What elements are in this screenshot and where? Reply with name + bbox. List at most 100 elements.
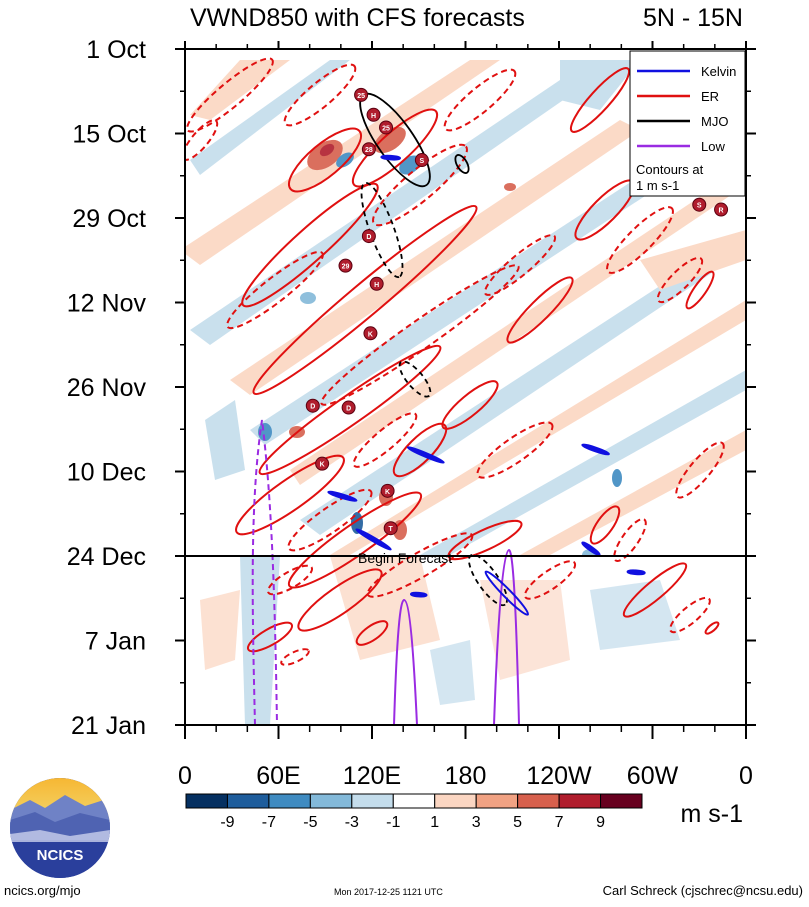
storm-marker-label: S xyxy=(420,158,425,165)
storm-marker-label: R xyxy=(762,264,767,271)
y-tick-label: 1 Oct xyxy=(86,36,146,64)
storm-marker: D xyxy=(361,229,376,244)
y-tick-label: 12 Nov xyxy=(67,290,147,318)
y-tick-label: 15 Oct xyxy=(72,121,146,149)
storm-marker-label: K xyxy=(368,331,373,338)
y-tick-label: 7 Jan xyxy=(85,628,146,656)
y-tick-label: 26 Nov xyxy=(67,374,147,402)
legend-note-line2: 1 m s-1 xyxy=(636,178,679,193)
y-tick-label: 24 Dec xyxy=(67,543,146,571)
y-tick-label: 21 Jan xyxy=(71,712,146,740)
y-tick-label: 29 Oct xyxy=(72,205,146,233)
storm-marker: H xyxy=(366,107,381,122)
legend-label: MJO xyxy=(701,114,728,129)
colorbar: -9 -7 -5 -3 -1 1 3 5 7 9 xyxy=(185,793,643,831)
footer-website[interactable]: ncics.org/mjo xyxy=(4,883,81,898)
storm-marker: 25 xyxy=(379,120,394,135)
x-tick-label: 0 xyxy=(178,762,192,790)
colorbar-swatch xyxy=(558,793,602,809)
ncics-logo: NCICS xyxy=(10,778,110,878)
colorbar-swatch xyxy=(185,793,228,809)
storm-marker-label: D xyxy=(366,234,371,241)
legend-label: Low xyxy=(701,139,725,154)
forecast-label: Begin Forecast xyxy=(358,550,452,566)
legend-note-line1: Contours at xyxy=(636,162,704,177)
low-contours xyxy=(393,548,520,725)
kelvin-contour xyxy=(626,569,646,576)
colorbar-unit: m s-1 xyxy=(681,800,744,828)
storm-marker-label: 25 xyxy=(357,93,365,100)
x-tick-label: 120E xyxy=(343,762,401,790)
kelvin-contour xyxy=(484,570,530,616)
colorbar-label: -5 xyxy=(303,814,317,831)
storm-marker: D xyxy=(305,398,320,413)
x-tick-label: 120W xyxy=(526,762,592,790)
storm-marker: 25 xyxy=(354,87,369,102)
kelvin-contour xyxy=(409,591,428,598)
low-contours-negative xyxy=(251,419,278,725)
logo-text: NCICS xyxy=(37,847,84,864)
colorbar-label: -3 xyxy=(345,814,359,831)
colorbar-label: -7 xyxy=(262,814,276,831)
storm-marker: K xyxy=(380,483,395,498)
storm-marker-label: S xyxy=(697,203,702,210)
x-tick-label: 0 xyxy=(739,762,753,790)
kelvin-contour xyxy=(327,490,358,502)
legend-label: Kelvin xyxy=(701,64,736,79)
storm-marker: R xyxy=(758,259,771,272)
kelvin-contour xyxy=(751,516,800,578)
y-tick-label: 10 Dec xyxy=(67,459,146,487)
storm-marker-label: T xyxy=(389,526,394,533)
kelvin-contour xyxy=(406,446,445,464)
legend: Kelvin ER MJO Low Contours at 1 m s-1 xyxy=(629,50,746,197)
colorbar-swatch xyxy=(434,793,477,809)
colorbar-swatch xyxy=(351,793,394,809)
kelvin-contour xyxy=(380,154,402,161)
storm-marker-label: 25 xyxy=(382,125,390,132)
x-axis: 0 60E 120E 180 120W 60W 0 xyxy=(178,41,753,790)
kelvin-contour xyxy=(581,443,610,456)
colorbar-label: 9 xyxy=(596,814,605,831)
storm-marker-label: 29 xyxy=(342,264,350,271)
storm-marker: K xyxy=(315,456,330,471)
colorbar-swatch xyxy=(475,793,519,809)
x-tick-label: 60E xyxy=(256,762,300,790)
storm-marker-label: K xyxy=(320,462,325,469)
colorbar-label: 3 xyxy=(472,814,481,831)
storm-marker: H xyxy=(369,276,384,291)
colorbar-swatch xyxy=(268,793,311,809)
storm-marker: T xyxy=(383,521,398,536)
colorbar-label: 1 xyxy=(430,814,439,831)
colorbar-label: 7 xyxy=(555,814,564,831)
storm-marker-label: H xyxy=(371,113,376,120)
colorbar-swatch xyxy=(226,793,270,809)
latitude-band-label: 5N - 15N xyxy=(643,4,743,32)
x-tick-label: 60W xyxy=(627,762,679,790)
storm-marker: S xyxy=(692,197,707,212)
storm-marker: S xyxy=(414,153,429,168)
legend-label: ER xyxy=(701,89,719,104)
colorbar-swatch xyxy=(392,793,436,809)
colorbar-swatch xyxy=(600,793,643,809)
kelvin-contours xyxy=(327,154,800,616)
colorbar-label: 5 xyxy=(513,814,522,831)
colorbar-label: -1 xyxy=(386,814,400,831)
storm-marker: R xyxy=(714,202,729,217)
chart-title: VWND850 with CFS forecasts xyxy=(190,4,525,32)
kelvin-contour xyxy=(355,528,392,551)
colorbar-swatch xyxy=(309,793,353,809)
storm-marker-label: D xyxy=(346,406,351,413)
storm-marker-label: D xyxy=(310,404,315,411)
footer-credit: Carl Schreck (cjschrec@ncsu.edu) xyxy=(602,883,803,898)
er-contours-negative xyxy=(185,57,725,666)
kelvin-contour xyxy=(581,541,601,556)
storm-marker: D xyxy=(341,400,356,415)
storm-marker-label: R xyxy=(719,208,724,215)
storm-marker-label: 28 xyxy=(365,147,373,154)
colorbar-label: -9 xyxy=(220,814,234,831)
storm-marker: K xyxy=(363,326,378,341)
y-axis: 1 Oct 15 Oct 29 Oct 12 Nov 26 Nov 10 Dec 24 De… xyxy=(67,36,756,740)
colorbar-swatch xyxy=(517,793,560,809)
footer-timestamp: Mon 2017-12-25 1121 UTC xyxy=(334,887,443,897)
